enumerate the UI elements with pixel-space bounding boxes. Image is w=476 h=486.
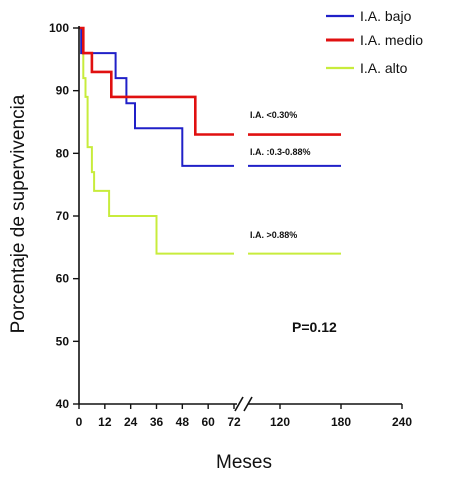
y-tick-label: 90 bbox=[56, 84, 70, 98]
series-line-medio bbox=[79, 26, 234, 136]
series-line-bajo bbox=[79, 27, 234, 167]
axis-break-mark bbox=[243, 396, 253, 412]
y-tick-label: 40 bbox=[56, 397, 70, 411]
y-tick-label: 60 bbox=[56, 272, 70, 286]
legend-label-medio: I.A. medio bbox=[360, 32, 423, 48]
y-tick-label: 100 bbox=[49, 21, 69, 35]
x-tick-label: 60 bbox=[201, 415, 215, 429]
y-tick-label: 80 bbox=[56, 146, 70, 160]
series-label-alto: I.A. >0.88% bbox=[250, 230, 297, 240]
x-tick-label: 180 bbox=[331, 415, 351, 429]
x-tick-label: 24 bbox=[124, 415, 138, 429]
x-tick-label: 0 bbox=[76, 415, 83, 429]
series-line-alto bbox=[79, 27, 234, 255]
x-tick-label: 48 bbox=[176, 415, 190, 429]
x-tick-label: 120 bbox=[270, 415, 290, 429]
x-tick-label: 72 bbox=[227, 415, 241, 429]
series-label-bajo: I.A. :0.3-0.88% bbox=[250, 147, 311, 157]
legend-label-bajo: I.A. bajo bbox=[360, 8, 412, 24]
x-tick-label: 12 bbox=[98, 415, 112, 429]
y-axis-title: Porcentaje de supervivencia bbox=[8, 94, 29, 333]
axis-break-mark bbox=[234, 396, 244, 412]
legend-label-alto: I.A. alto bbox=[360, 60, 408, 76]
p-value-annotation: P=0.12 bbox=[292, 319, 337, 335]
x-tick-label: 240 bbox=[392, 415, 412, 429]
legend: I.A. bajo I.A. medio I.A. alto bbox=[326, 8, 423, 76]
y-tick-label: 50 bbox=[56, 334, 70, 348]
x-tick-label: 36 bbox=[150, 415, 164, 429]
x-axis-title: Meses bbox=[216, 452, 272, 473]
series-label-medio: I.A. <0.30% bbox=[250, 110, 297, 120]
y-tick-label: 70 bbox=[56, 209, 70, 223]
